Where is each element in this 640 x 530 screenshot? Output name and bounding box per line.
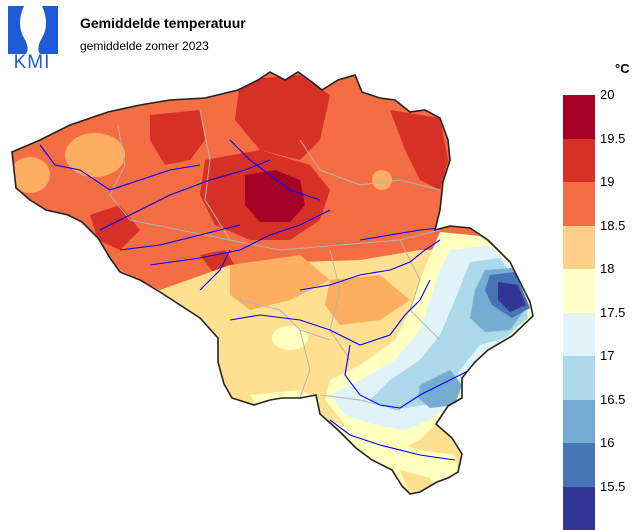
legend-swatch	[563, 487, 595, 530]
legend-swatch	[563, 443, 595, 487]
legend-tick-label: 18	[600, 261, 614, 276]
legend-swatch	[563, 226, 595, 270]
legend-tick-label: 16	[600, 435, 614, 450]
legend-swatch	[563, 313, 595, 357]
legend-swatch	[563, 356, 595, 400]
legend-tick-label: 20	[600, 87, 614, 102]
legend-swatch	[563, 95, 595, 139]
temperature-fill	[0, 60, 560, 507]
legend-tick-label: 18.5	[600, 218, 625, 233]
legend-tick-label: 19.5	[600, 131, 625, 146]
legend-swatch	[563, 182, 595, 226]
legend-swatch	[563, 139, 595, 183]
legend-tick-label: 15.5	[600, 479, 625, 494]
legend-swatch	[563, 269, 595, 313]
legend-unit: °C	[615, 61, 630, 76]
legend-colorbar	[563, 95, 595, 530]
legend-swatch	[563, 400, 595, 444]
belgium-temperature-map	[0, 0, 560, 507]
legend-tick-label: 17	[600, 348, 614, 363]
legend-tick-label: 16.5	[600, 392, 625, 407]
legend-tick-label: 17.5	[600, 305, 625, 320]
legend-tick-label: 19	[600, 174, 614, 189]
